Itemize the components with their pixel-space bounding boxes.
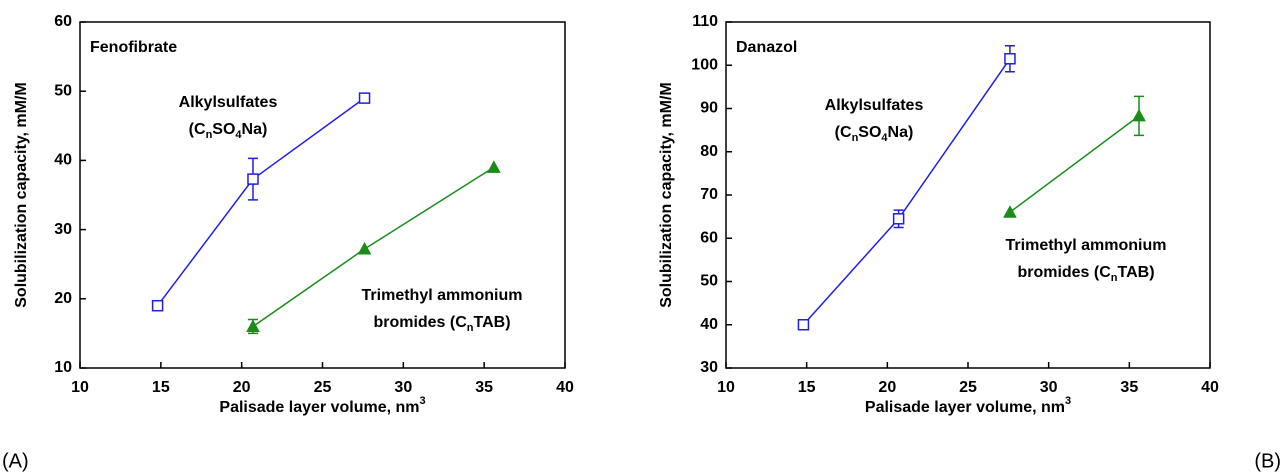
annotation: bromides (CnTAB)	[1017, 264, 1154, 284]
x-axis-label: Palisade layer volume, nm3	[865, 395, 1071, 416]
annotation: bromides (CnTAB)	[373, 314, 510, 334]
text-part: Alkylsulfates	[825, 97, 924, 114]
marker	[357, 241, 372, 255]
subscript: 4	[881, 132, 888, 144]
y-tick-label: 100	[691, 56, 718, 73]
y-tick-label: 40	[700, 316, 718, 333]
x-axis-label: Palisade layer volume, nm3	[219, 395, 425, 416]
text-part: bromides (C	[373, 314, 467, 331]
annotation: (CnSO4Na)	[189, 121, 268, 141]
y-tick-label: 80	[700, 143, 718, 160]
text-part: Na)	[888, 124, 914, 141]
text-part: Palisade layer volume, nm	[865, 399, 1065, 416]
subscript: n	[852, 132, 859, 144]
chart-title: Danazol	[736, 39, 797, 56]
x-tick-label: 10	[717, 379, 735, 396]
y-tick-label: 40	[54, 152, 72, 169]
marker	[151, 299, 164, 312]
x-tick-label: 20	[878, 379, 896, 396]
text-part: SO	[212, 121, 235, 138]
x-tick-label: 15	[152, 379, 170, 396]
y-tick-label: 110	[692, 13, 718, 30]
text-part: Palisade layer volume, nm	[219, 399, 419, 416]
text-part: (C	[835, 124, 852, 141]
x-tick-label: 30	[394, 379, 412, 396]
x-tick-label: 40	[556, 379, 574, 396]
subscript: n	[1111, 272, 1118, 284]
subscript: n	[206, 129, 213, 141]
annotation: (CnSO4Na)	[835, 124, 914, 144]
chart-title: Fenofibrate	[90, 39, 177, 56]
x-tick-label: 30	[1040, 379, 1058, 396]
y-axis-label: Solubilization capacity, mM/M	[13, 82, 30, 308]
panel-label: (A)	[2, 450, 29, 472]
x-tick-label: 10	[71, 379, 89, 396]
annotation: Trimethyl ammonium	[1006, 237, 1167, 254]
plot-frame	[725, 21, 1211, 369]
x-tick-label: 20	[233, 379, 251, 396]
annotation: Alkylsulfates	[825, 97, 924, 114]
y-tick-label: 60	[700, 229, 718, 246]
text-part: TAB)	[474, 314, 511, 331]
text-part: (C	[189, 121, 206, 138]
marker	[246, 319, 260, 332]
y-tick-label: 10	[54, 359, 72, 376]
y-tick-label: 90	[700, 100, 718, 117]
text-part: TAB)	[1118, 264, 1155, 281]
marker	[487, 160, 501, 173]
y-tick-label: 50	[54, 82, 72, 99]
text-part: Alkylsulfates	[179, 94, 278, 111]
y-tick-label: 20	[54, 290, 72, 307]
superscript: 3	[1065, 395, 1071, 407]
marker	[247, 173, 259, 185]
subscript: 4	[235, 129, 242, 141]
y-tick-label: 60	[54, 13, 72, 30]
y-tick-label: 70	[700, 186, 718, 203]
y-axis-label: Solubilization capacity, mM/M	[658, 82, 675, 308]
x-tick-label: 25	[959, 379, 977, 396]
marker	[358, 92, 371, 104]
text-part: SO	[858, 124, 881, 141]
text-part: Trimethyl ammonium	[362, 287, 523, 304]
x-tick-label: 40	[1201, 379, 1219, 396]
panel-label: (B)	[1254, 450, 1281, 472]
marker	[1004, 53, 1016, 65]
x-tick-label: 15	[798, 379, 816, 396]
y-tick-label: 50	[700, 273, 718, 290]
marker	[1003, 205, 1017, 218]
y-tick-label: 30	[54, 221, 72, 238]
superscript: 3	[419, 395, 425, 407]
marker	[1132, 108, 1146, 122]
text-part: Na)	[242, 121, 268, 138]
subscript: n	[467, 322, 474, 334]
x-tick-label: 25	[314, 379, 332, 396]
x-tick-label: 35	[1120, 379, 1138, 396]
marker	[892, 213, 905, 225]
y-tick-label: 30	[700, 359, 718, 376]
annotation: Trimethyl ammonium	[362, 287, 523, 304]
x-tick-label: 35	[475, 379, 493, 396]
text-part: Trimethyl ammonium	[1006, 237, 1167, 254]
marker	[797, 319, 810, 331]
text-part: bromides (C	[1017, 264, 1111, 281]
series-line	[1009, 115, 1140, 213]
annotation: Alkylsulfates	[179, 94, 278, 111]
